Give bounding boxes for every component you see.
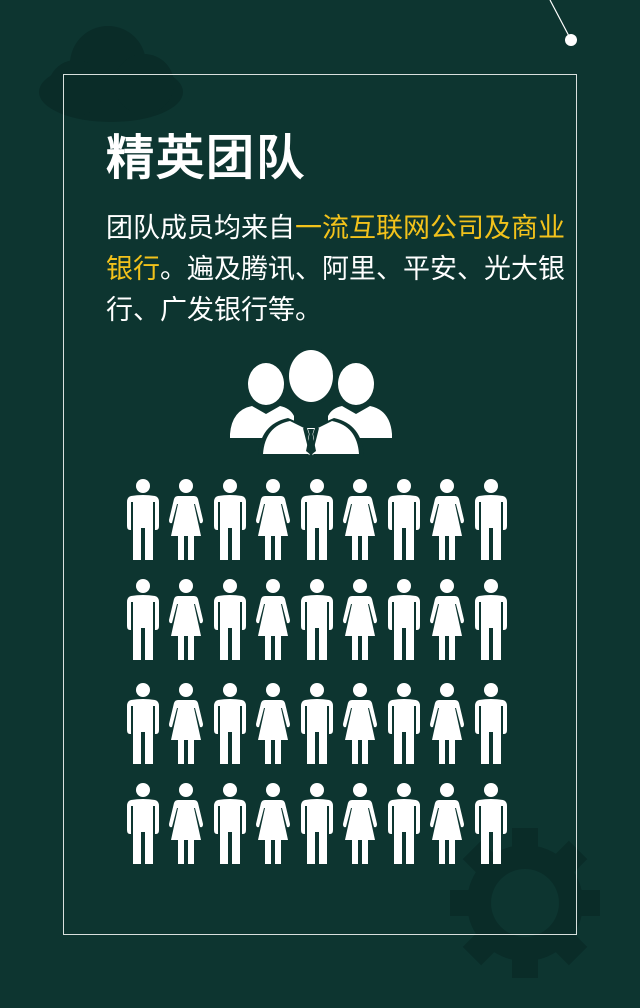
male-person-icon bbox=[121, 682, 165, 766]
male-person-icon bbox=[382, 682, 426, 766]
male-person-icon bbox=[208, 682, 252, 766]
male-person-icon bbox=[295, 782, 339, 866]
female-person-icon bbox=[426, 478, 470, 562]
male-person-icon bbox=[295, 578, 339, 662]
female-person-icon bbox=[165, 578, 209, 662]
people-row bbox=[121, 578, 515, 682]
cloud-icon bbox=[39, 26, 183, 122]
content-frame bbox=[63, 74, 577, 935]
male-person-icon bbox=[382, 578, 426, 662]
female-person-icon bbox=[339, 682, 383, 766]
team-description: 团队成员均来自一流互联网公司及商业银行。遍及腾讯、阿里、平安、光大银行、广发银行… bbox=[106, 208, 566, 331]
female-person-icon bbox=[339, 478, 383, 562]
team-icon bbox=[230, 348, 392, 456]
people-row bbox=[121, 478, 515, 578]
male-person-icon bbox=[295, 478, 339, 562]
people-row bbox=[121, 782, 515, 882]
female-person-icon bbox=[252, 682, 296, 766]
male-person-icon bbox=[382, 782, 426, 866]
female-person-icon bbox=[426, 682, 470, 766]
male-person-icon bbox=[469, 782, 513, 866]
female-person-icon bbox=[165, 682, 209, 766]
female-person-icon bbox=[252, 782, 296, 866]
male-person-icon bbox=[208, 782, 252, 866]
male-person-icon bbox=[469, 478, 513, 562]
male-person-icon bbox=[208, 578, 252, 662]
male-person-icon bbox=[121, 478, 165, 562]
male-person-icon bbox=[469, 578, 513, 662]
female-person-icon bbox=[165, 782, 209, 866]
female-person-icon bbox=[252, 478, 296, 562]
female-person-icon bbox=[426, 578, 470, 662]
gear-icon bbox=[450, 828, 600, 978]
description-text: 团队成员均来自 bbox=[106, 213, 295, 244]
female-person-icon bbox=[426, 782, 470, 866]
male-person-icon bbox=[121, 578, 165, 662]
male-person-icon bbox=[295, 682, 339, 766]
female-person-icon bbox=[252, 578, 296, 662]
female-person-icon bbox=[339, 578, 383, 662]
male-person-icon bbox=[208, 478, 252, 562]
female-person-icon bbox=[165, 478, 209, 562]
description-text: 。遍及腾讯、阿里、平安、光大银行、广发银行等。 bbox=[106, 254, 565, 326]
page-title: 精英团队 bbox=[106, 130, 307, 186]
female-person-icon bbox=[339, 782, 383, 866]
description-highlight: 一流互联网公司及商业银行 bbox=[106, 213, 565, 285]
male-person-icon bbox=[121, 782, 165, 866]
pin-decoration bbox=[549, 0, 577, 46]
people-row bbox=[121, 682, 515, 782]
people-grid bbox=[121, 478, 515, 878]
male-person-icon bbox=[469, 682, 513, 766]
male-person-icon bbox=[382, 478, 426, 562]
